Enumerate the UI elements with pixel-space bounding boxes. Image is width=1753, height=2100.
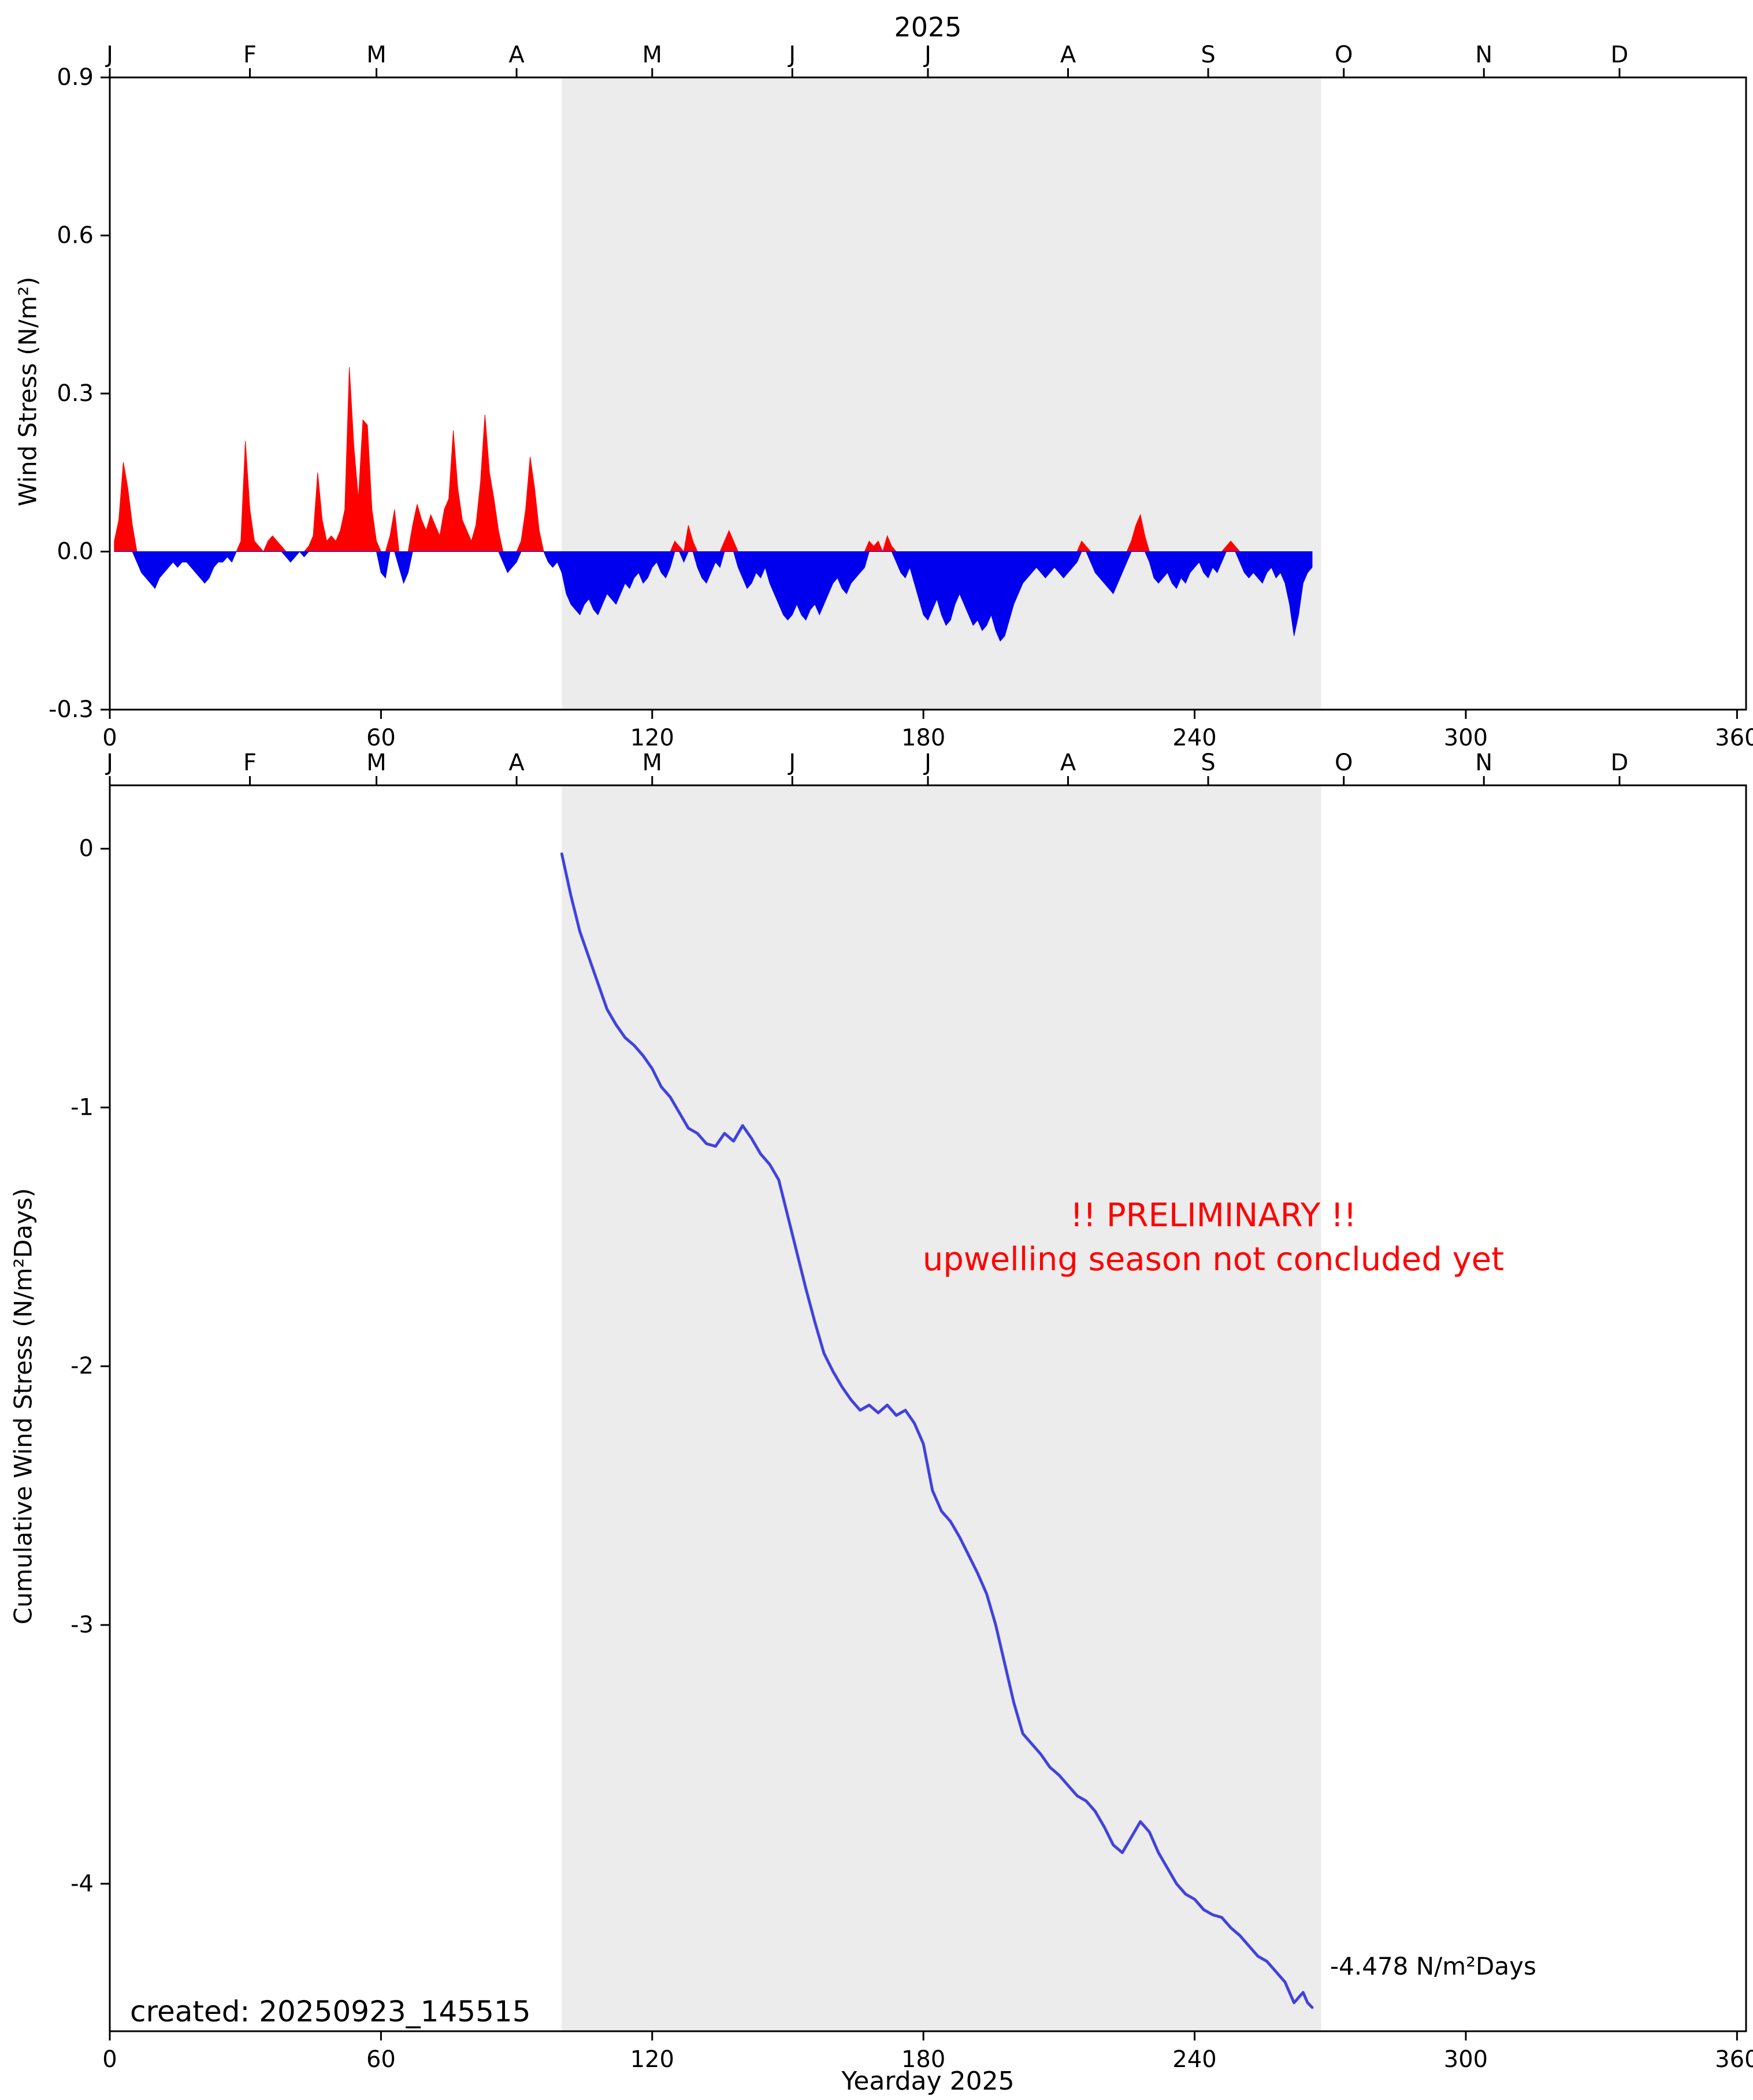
month-tick-label: A	[1060, 750, 1076, 776]
month-tick-label: J	[923, 750, 931, 776]
wind-stress-ylabel: Wind Stress (N/m²)	[13, 276, 42, 507]
cumulative-wind-stress-line	[560, 852, 1314, 2009]
final-value-annotation: -4.478 N/m²Days	[1330, 1952, 1536, 1980]
cumulative-wind-stress-panel: 0 60 120 180 240 300 360 0 -1 -2 -3 -4 J F M A M J J A S O N D	[70, 750, 1753, 2073]
y-tick-label: 0.0	[57, 539, 94, 565]
x-tick-label: 300	[1444, 725, 1488, 751]
x-axis-label: Yearday 2025	[841, 2066, 1015, 2096]
month-tick-label: J	[787, 42, 796, 68]
x-tick-label: 240	[1172, 725, 1216, 751]
x-tick-label: 300	[1444, 2046, 1488, 2073]
x-tick-label: 0	[102, 2046, 117, 2073]
month-tick-label: S	[1201, 750, 1215, 776]
y-tick-label: -3	[70, 1612, 94, 1638]
upwelling-season-shade	[562, 785, 1321, 2031]
y-tick-label: -2	[70, 1353, 94, 1379]
month-tick-label: O	[1335, 42, 1353, 68]
month-tick-label: N	[1475, 42, 1492, 68]
month-tick-label: D	[1611, 750, 1629, 776]
y-tick-label: -4	[70, 1871, 94, 1897]
month-tick-label: M	[642, 42, 663, 68]
y-tick-label: 0.9	[57, 64, 94, 91]
month-tick-label: O	[1335, 750, 1353, 776]
x-tick-label: 180	[901, 725, 945, 751]
x-tick-label: 120	[630, 725, 674, 751]
y-tick-label: 0	[79, 836, 94, 862]
month-tick-label: M	[642, 750, 663, 776]
month-tick-label: J	[105, 750, 113, 776]
month-tick-label: F	[243, 42, 257, 68]
created-timestamp: created: 20250923_145515	[130, 1995, 531, 2028]
wind-stress-panel: 0 60 120 180 240 300 360 0.9 0.6 0.3 0.0 -0.3 J F M A M J…	[49, 42, 1753, 751]
month-tick-label: A	[508, 750, 525, 776]
y-tick-label: 0.6	[57, 222, 94, 249]
month-tick-label: M	[366, 42, 387, 68]
month-tick-label: S	[1201, 42, 1215, 68]
y-tick-label: -1	[70, 1094, 94, 1121]
preliminary-warning: !! PRELIMINARY !! upwelling season not c…	[722, 1194, 1704, 1281]
month-tick-label: A	[1060, 42, 1076, 68]
month-tick-label: J	[105, 42, 113, 68]
month-tick-label: N	[1475, 750, 1492, 776]
preliminary-warning-line1: !! PRELIMINARY !!	[1070, 1197, 1357, 1234]
x-tick-label: 240	[1172, 2046, 1216, 2073]
x-tick-label: 360	[1715, 725, 1753, 751]
y-tick-label: 0.3	[57, 380, 94, 407]
figure-title: 2025	[894, 12, 962, 43]
y-tick-label: -0.3	[49, 696, 94, 723]
preliminary-warning-line2: upwelling season not concluded yet	[922, 1240, 1505, 1278]
month-tick-label: D	[1611, 42, 1629, 68]
x-tick-label: 180	[901, 2046, 945, 2073]
month-tick-label: J	[787, 750, 796, 776]
cumulative-ylabel: Cumulative Wind Stress (N/m²Days)	[9, 1188, 38, 1625]
x-tick-label: 360	[1715, 2046, 1753, 2073]
month-tick-label: F	[243, 750, 257, 776]
month-tick-label: J	[923, 42, 931, 68]
wind-stress-negative-area	[114, 551, 1313, 642]
x-tick-label: 60	[366, 2046, 396, 2073]
x-tick-label: 0	[102, 725, 117, 751]
month-tick-label: M	[366, 750, 387, 776]
month-tick-label: A	[508, 42, 525, 68]
x-tick-label: 120	[630, 2046, 674, 2073]
x-tick-label: 60	[366, 725, 396, 751]
